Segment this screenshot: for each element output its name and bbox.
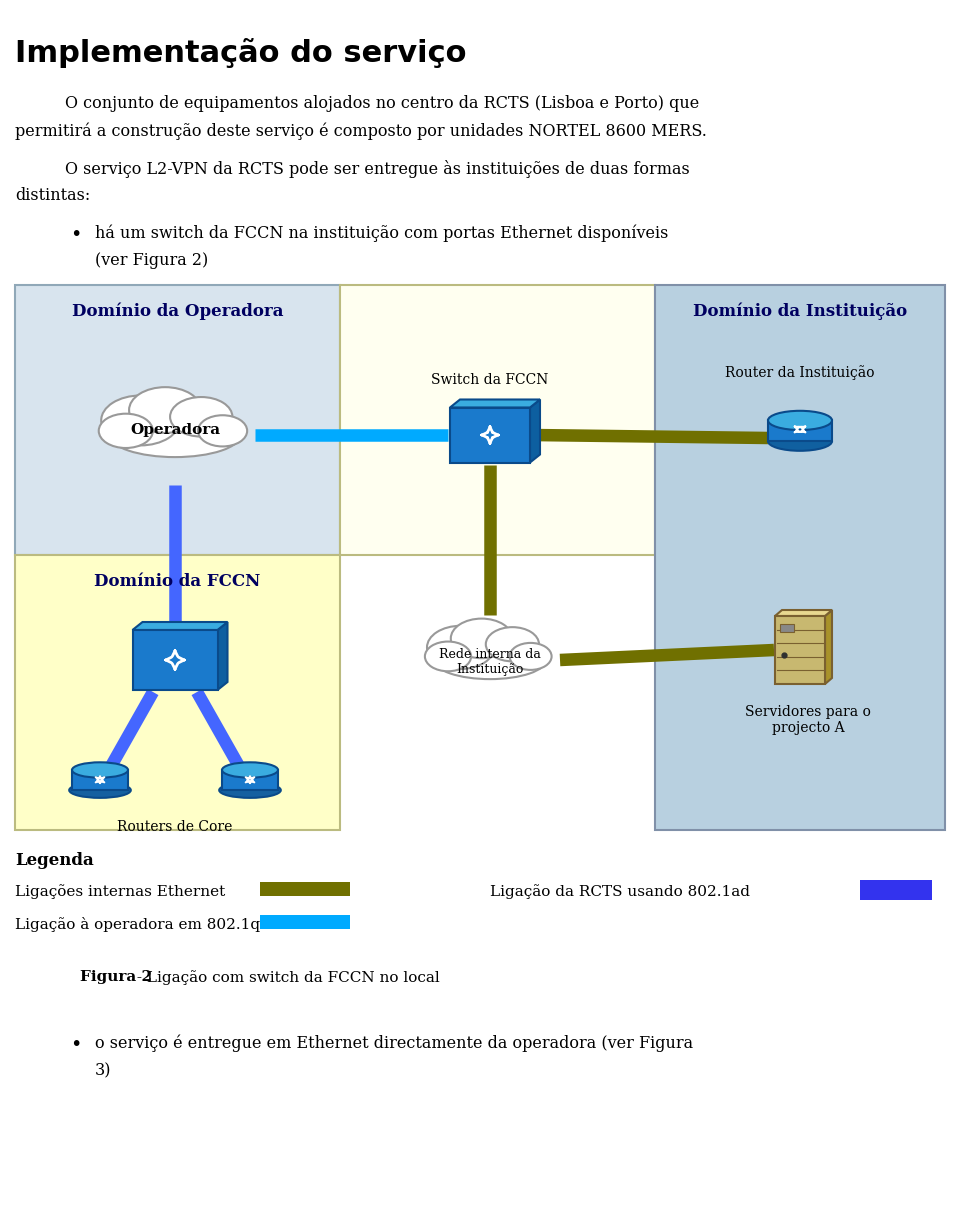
FancyBboxPatch shape (780, 625, 794, 632)
Text: Ligação à operadora em 802.1q: Ligação à operadora em 802.1q (15, 917, 260, 933)
Text: Legenda: Legenda (15, 852, 94, 869)
Ellipse shape (99, 413, 153, 448)
FancyBboxPatch shape (450, 407, 530, 463)
Ellipse shape (486, 627, 539, 661)
Ellipse shape (510, 643, 552, 670)
Polygon shape (218, 622, 228, 690)
Text: Domínio da Operadora: Domínio da Operadora (72, 303, 283, 320)
Text: •: • (70, 225, 82, 244)
Text: distintas:: distintas: (15, 187, 90, 204)
Ellipse shape (451, 618, 513, 658)
Ellipse shape (198, 415, 247, 447)
FancyBboxPatch shape (132, 629, 218, 690)
Text: •: • (70, 1036, 82, 1054)
Ellipse shape (425, 642, 471, 671)
Polygon shape (825, 610, 832, 683)
Text: Operadora: Operadora (130, 423, 220, 437)
Ellipse shape (69, 783, 131, 798)
Text: permitirá a construção deste serviço é composto por unidades NORTEL 8600 MERS.: permitirá a construção deste serviço é c… (15, 121, 707, 140)
Ellipse shape (101, 395, 180, 445)
Text: O conjunto de equipamentos alojados no centro da RCTS (Lisboa e Porto) que: O conjunto de equipamentos alojados no c… (65, 94, 699, 112)
Ellipse shape (434, 640, 546, 679)
FancyBboxPatch shape (340, 285, 655, 555)
Text: Servidores para o
projecto A: Servidores para o projecto A (745, 706, 871, 735)
Text: - Ligação com switch da FCCN no local: - Ligação com switch da FCCN no local (132, 971, 440, 985)
Text: O serviço L2-VPN da RCTS pode ser entregue às instituições de duas formas: O serviço L2-VPN da RCTS pode ser entreg… (65, 160, 689, 178)
Polygon shape (132, 622, 228, 629)
FancyBboxPatch shape (775, 616, 825, 683)
Text: Domínio da Instituição: Domínio da Instituição (693, 303, 907, 320)
Polygon shape (775, 610, 832, 616)
FancyBboxPatch shape (15, 285, 340, 555)
FancyBboxPatch shape (72, 771, 128, 790)
Ellipse shape (768, 432, 832, 450)
Text: Router da Instituição: Router da Instituição (725, 366, 875, 380)
Ellipse shape (768, 411, 832, 429)
Ellipse shape (129, 388, 202, 433)
Polygon shape (530, 400, 540, 463)
Polygon shape (450, 400, 540, 407)
Ellipse shape (72, 762, 128, 778)
Text: Ligações internas Ethernet: Ligações internas Ethernet (15, 883, 226, 899)
FancyBboxPatch shape (768, 421, 832, 442)
Text: Switch da FCCN: Switch da FCCN (431, 373, 549, 387)
FancyBboxPatch shape (260, 915, 350, 929)
Ellipse shape (170, 398, 232, 437)
Ellipse shape (219, 783, 280, 798)
Text: Rede interna da
Instituição: Rede interna da Instituição (439, 648, 540, 676)
Text: Implementação do serviço: Implementação do serviço (15, 38, 467, 67)
Text: o serviço é entregue em Ethernet directamente da operadora (ver Figura: o serviço é entregue em Ethernet directa… (95, 1036, 693, 1053)
FancyBboxPatch shape (655, 285, 945, 829)
Text: 3): 3) (95, 1063, 111, 1079)
Text: Domínio da FCCN: Domínio da FCCN (94, 573, 260, 590)
FancyBboxPatch shape (15, 555, 340, 829)
Text: Ligação da RCTS usando 802.1ad: Ligação da RCTS usando 802.1ad (490, 883, 750, 899)
Text: há um switch da FCCN na instituição com portas Ethernet disponíveis: há um switch da FCCN na instituição com … (95, 225, 668, 243)
Text: Figura 2: Figura 2 (80, 971, 152, 984)
Ellipse shape (222, 762, 278, 778)
FancyBboxPatch shape (260, 882, 350, 896)
Text: Routers de Core: Routers de Core (117, 820, 232, 834)
Text: (ver Figura 2): (ver Figura 2) (95, 252, 208, 269)
Ellipse shape (427, 626, 494, 669)
FancyBboxPatch shape (860, 880, 932, 899)
Ellipse shape (109, 413, 241, 458)
FancyBboxPatch shape (222, 771, 278, 790)
